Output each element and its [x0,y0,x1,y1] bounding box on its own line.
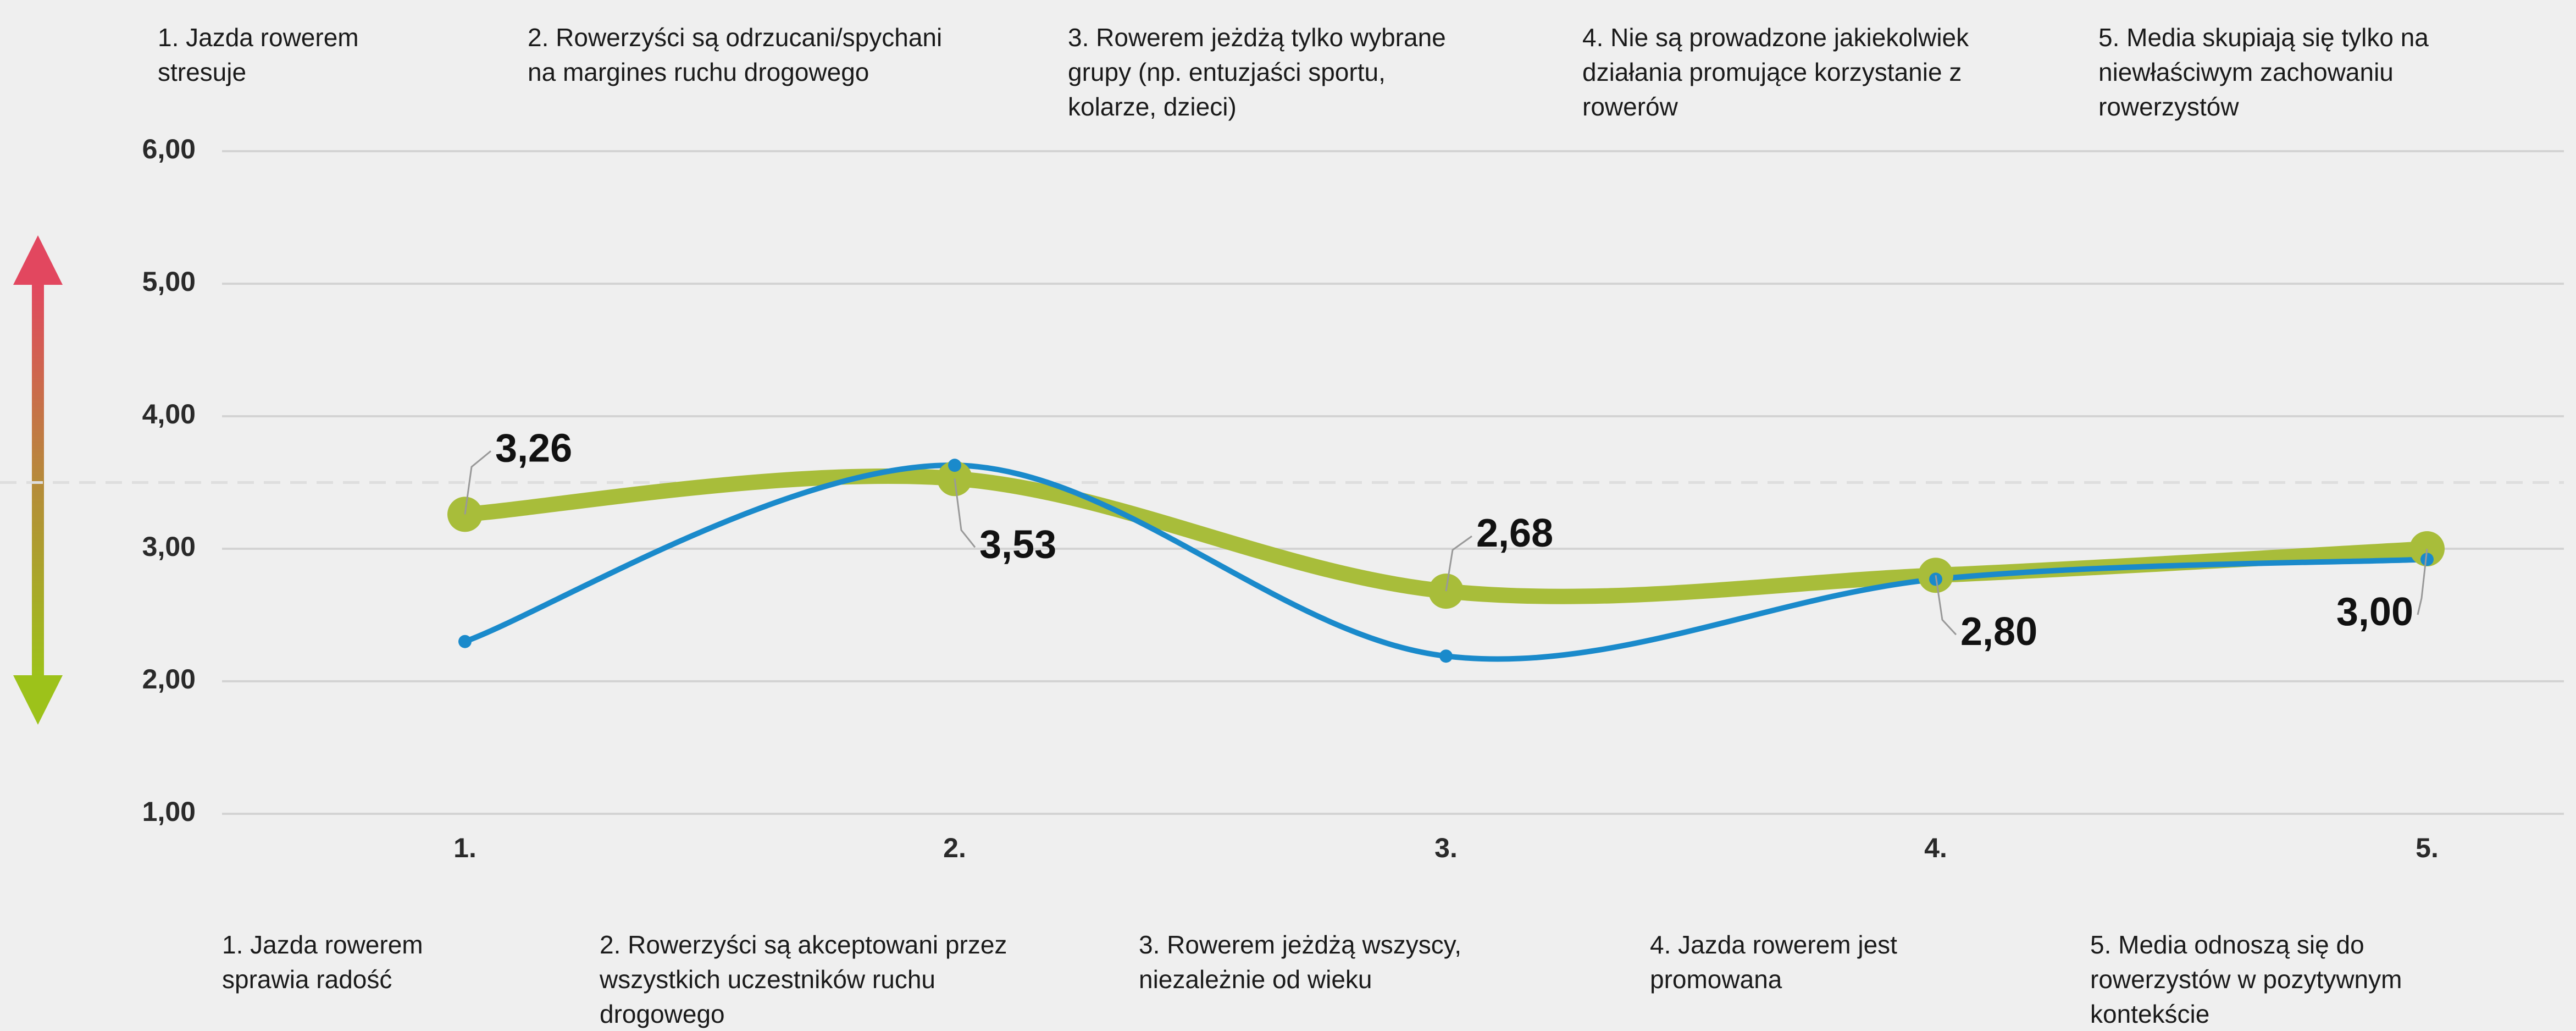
bottom-annotation: 2. Rowerzyści są akceptowani przez [600,930,1007,959]
bottom-annotation: kontekście [2090,1000,2209,1028]
bottom-annotation: 1. Jazda rowerem [222,930,423,959]
x-tick-label: 5. [2416,832,2439,863]
top-annotation: niewłaściwym zachowaniu [2098,58,2394,86]
top-annotation: 3. Rowerem jeżdżą tylko wybrane [1068,23,1446,52]
bottom-annotation: rowerzystów w pozytywnym [2090,965,2402,994]
data-point [948,459,961,472]
top-annotation: 5. Media skupiają się tylko na [2098,23,2429,52]
leader-line [464,450,491,515]
bottom-annotation: niezależnie od wieku [1139,965,1372,994]
bottom-annotation: drogowego [600,1000,725,1028]
top-annotation: grupy (np. entuzjaści sportu, [1068,58,1386,86]
top-annotation: rowerów [1582,92,1678,121]
scale-arrow [13,235,63,725]
y-tick-label: 3,00 [142,531,196,562]
top-annotation: na margines ruchu drogowego [528,58,869,86]
leader-line [1935,575,1957,636]
x-tick-label: 4. [1924,832,1947,863]
bottom-annotation: 3. Rowerem jeżdżą wszyscy, [1139,930,1461,959]
value-label: 2,68 [1476,511,1553,555]
bottom-annotation: 4. Jazda rowerem jest [1650,930,1897,959]
value-label: 3,53 [979,522,1056,566]
x-tick-label: 2. [943,832,966,863]
top-annotation: działania promujące korzystanie z [1582,58,1962,86]
top-annotation: 4. Nie są prowadzone jakiekolwiek [1582,23,1969,52]
y-tick-label: 1,00 [142,796,196,827]
value-label: 3,26 [495,426,572,470]
top-annotation: 2. Rowerzyści są odrzucani/spychani [528,23,942,52]
leader-line [954,478,976,548]
value-label: 3,00 [2336,590,2413,634]
y-tick-label: 5,00 [142,266,196,297]
top-annotation: 1. Jazda rowerem [158,23,359,52]
data-point [2420,553,2434,566]
leader-line [2417,548,2428,615]
leader-line [1445,535,1472,592]
top-annotation: stresuje [158,58,246,86]
bottom-annotation: sprawia radość [222,965,392,994]
y-tick-label: 2,00 [142,664,196,694]
x-tick-label: 1. [453,832,477,863]
data-point [458,635,472,648]
bottom-annotation: 5. Media odnoszą się do [2090,930,2364,959]
x-tick-label: 3. [1434,832,1458,863]
value-label: 2,80 [1960,610,2037,654]
series-line [462,462,2430,662]
y-tick-label: 4,00 [142,399,196,429]
bottom-annotation: wszystkich uczestników ruchu [599,965,935,994]
y-tick-label: 6,00 [142,134,196,164]
data-point [1439,649,1453,663]
bottom-annotation: promowana [1650,965,1782,994]
top-annotation: rowerzystów [2098,92,2239,121]
top-annotation: kolarze, dzieci) [1068,92,1237,121]
